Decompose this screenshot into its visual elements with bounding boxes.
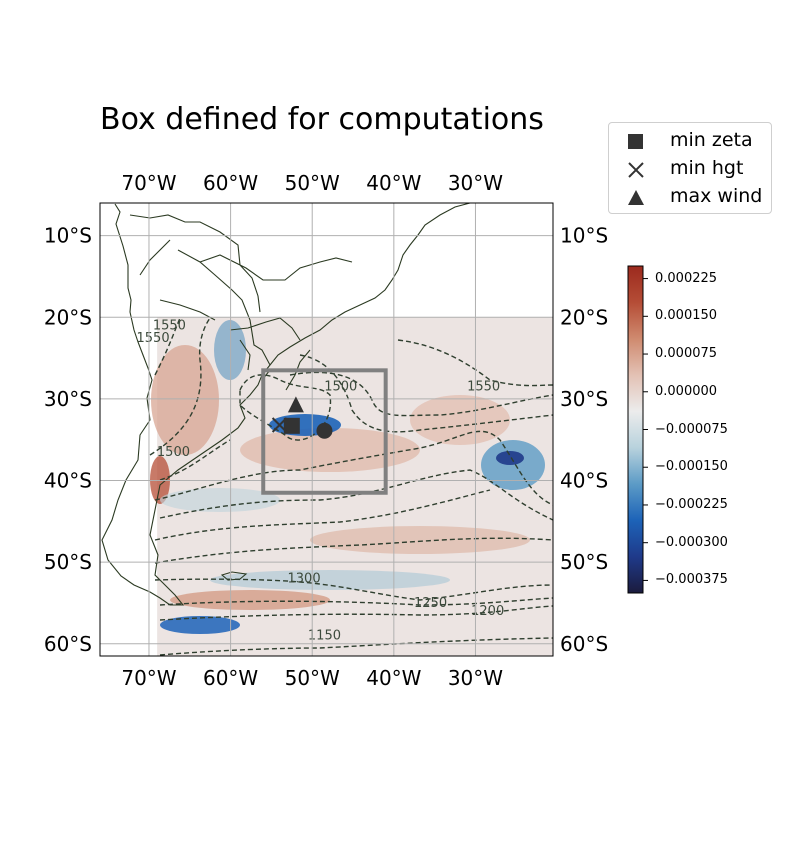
field-positive-anomaly xyxy=(151,345,219,455)
colorbar-bar xyxy=(627,265,644,594)
field-negative-anomaly xyxy=(481,440,545,490)
field-negative-anomaly xyxy=(496,451,524,465)
lon-tick-label-top: 60°W xyxy=(203,171,258,195)
triangle-marker-icon xyxy=(628,190,644,205)
colorbar-tick-label: 0.000000 xyxy=(655,383,718,399)
south-america-coastline xyxy=(101,203,471,606)
contour-line xyxy=(239,374,332,441)
contour-line xyxy=(159,469,553,521)
field-negative-anomaly xyxy=(214,320,246,380)
colorbar-tick-label: −0.000300 xyxy=(655,534,728,550)
legend-label: max wind xyxy=(670,185,763,207)
contour-line xyxy=(154,489,491,541)
lon-tick-label-top: 30°W xyxy=(448,171,503,195)
legend-item-max-wind: max wind xyxy=(609,182,769,210)
lon-tick-label-bottom: 40°W xyxy=(366,666,421,690)
contour-label: 1550 xyxy=(137,331,170,346)
lon-tick-label-bottom: 60°W xyxy=(203,666,258,690)
contour-label: 1550 xyxy=(153,319,186,334)
lat-tick-label-right: 40°S xyxy=(560,469,608,493)
contour-line xyxy=(154,578,553,601)
contour-line xyxy=(159,605,553,621)
colorbar-tick-label: −0.000075 xyxy=(655,421,728,437)
lon-tick-label-bottom: 50°W xyxy=(285,666,340,690)
contour-line xyxy=(397,339,553,387)
field-negative-anomaly xyxy=(160,488,280,512)
colorbar-tick-label: 0.000225 xyxy=(655,270,718,286)
field-positive-anomaly xyxy=(240,428,420,472)
square-marker-icon xyxy=(628,134,643,149)
colorbar xyxy=(627,265,648,594)
vorticity-field xyxy=(150,317,553,656)
lat-tick-label-left: 20°S xyxy=(44,305,92,329)
contour-line xyxy=(159,597,553,606)
contour-label: 1500 xyxy=(324,380,357,395)
colorbar-tick-label: −0.000375 xyxy=(655,572,728,588)
markers xyxy=(271,396,333,439)
lat-tick-label-left: 50°S xyxy=(44,550,92,574)
lat-tick-label-right: 50°S xyxy=(560,550,608,574)
contour-label: 1550 xyxy=(467,380,500,395)
computation-box xyxy=(261,368,388,495)
lat-tick-label-left: 40°S xyxy=(44,469,92,493)
center-marker xyxy=(316,422,333,439)
contour-line xyxy=(154,317,181,376)
legend-item-min-hgt: min hgt xyxy=(609,154,769,182)
legend-item-min-zeta: min zeta xyxy=(609,126,769,154)
lon-tick-label-bottom: 70°W xyxy=(121,666,176,690)
min-zeta-marker xyxy=(283,417,300,434)
contour-line xyxy=(149,317,211,456)
contour-line xyxy=(159,439,231,481)
marker-legend: min zeta min hgt max wind xyxy=(608,122,772,214)
contour-line xyxy=(289,371,553,417)
contour-line xyxy=(154,537,553,564)
lon-tick-label-top: 50°W xyxy=(285,171,340,195)
lat-tick-label-left: 60°S xyxy=(44,632,92,656)
field-positive-anomaly xyxy=(410,395,510,445)
min-hgt-marker xyxy=(271,417,288,433)
colorbar-tick-label: 0.000150 xyxy=(655,308,718,324)
lat-tick-label-left: 10°S xyxy=(44,224,92,248)
contour-label: 1250 xyxy=(414,596,447,611)
colorbar-tick-label: −0.000225 xyxy=(655,496,728,512)
lat-tick-label-right: 30°S xyxy=(560,387,608,411)
axis-tick-labels: 70°W 70°W 60°W 60°W 50°W 50°W 40°W 40°W 30°W 30°W… xyxy=(44,171,608,690)
field-positive-anomaly xyxy=(310,526,530,554)
field-positive-anomaly xyxy=(170,590,330,610)
contour-line xyxy=(159,637,553,656)
contour-label: 1200 xyxy=(471,604,504,619)
lon-tick-label-top: 40°W xyxy=(366,171,421,195)
colorbar-ticks xyxy=(643,278,648,581)
colorbar-tick-label: −0.000150 xyxy=(655,459,728,475)
legend-label: min hgt xyxy=(670,157,744,179)
colorbar-tick-label: 0.000075 xyxy=(655,346,718,362)
lon-tick-label-bottom: 30°W xyxy=(448,666,503,690)
x-marker-icon xyxy=(628,162,644,178)
lon-tick-label-top: 70°W xyxy=(121,171,176,195)
contour-label: 1500 xyxy=(157,445,190,460)
field-negative-anomaly xyxy=(210,570,450,590)
lat-tick-label-left: 30°S xyxy=(44,387,92,411)
lat-tick-label-right: 60°S xyxy=(560,632,608,656)
max-wind-marker xyxy=(287,396,304,413)
contour-line xyxy=(154,430,553,506)
field-negative-anomaly xyxy=(160,616,240,634)
contour-label: 1150 xyxy=(308,629,341,644)
contour-label: 1300 xyxy=(288,572,321,587)
lat-tick-label-right: 20°S xyxy=(560,305,608,329)
legend-label: min zeta xyxy=(670,129,753,151)
map-frame xyxy=(99,202,554,657)
map-title: Box defined for computations xyxy=(100,102,544,137)
lat-tick-label-right: 10°S xyxy=(560,224,608,248)
map-gridlines xyxy=(100,203,553,656)
